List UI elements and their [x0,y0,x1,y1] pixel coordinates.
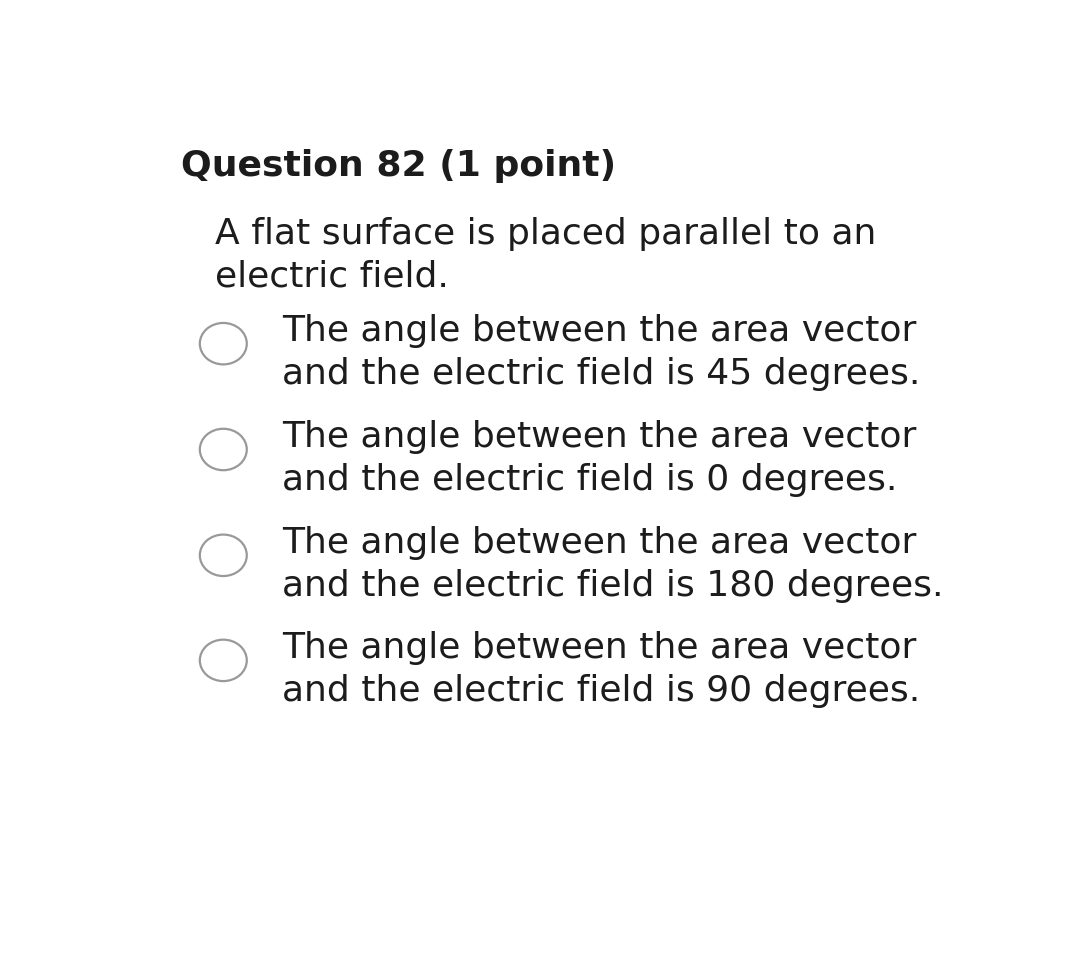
Text: and the electric field is 45 degrees.: and the electric field is 45 degrees. [282,357,921,391]
Text: and the electric field is 0 degrees.: and the electric field is 0 degrees. [282,463,897,497]
Text: The angle between the area vector: The angle between the area vector [282,314,916,349]
Text: Question 82 (1 point): Question 82 (1 point) [182,149,617,183]
Text: electric field.: electric field. [215,259,449,294]
Text: The angle between the area vector: The angle between the area vector [282,631,916,665]
Text: The angle between the area vector: The angle between the area vector [282,526,916,560]
Text: The angle between the area vector: The angle between the area vector [282,420,916,455]
Text: and the electric field is 180 degrees.: and the electric field is 180 degrees. [282,569,944,603]
Text: and the electric field is 90 degrees.: and the electric field is 90 degrees. [282,674,921,708]
Text: A flat surface is placed parallel to an: A flat surface is placed parallel to an [215,217,876,252]
